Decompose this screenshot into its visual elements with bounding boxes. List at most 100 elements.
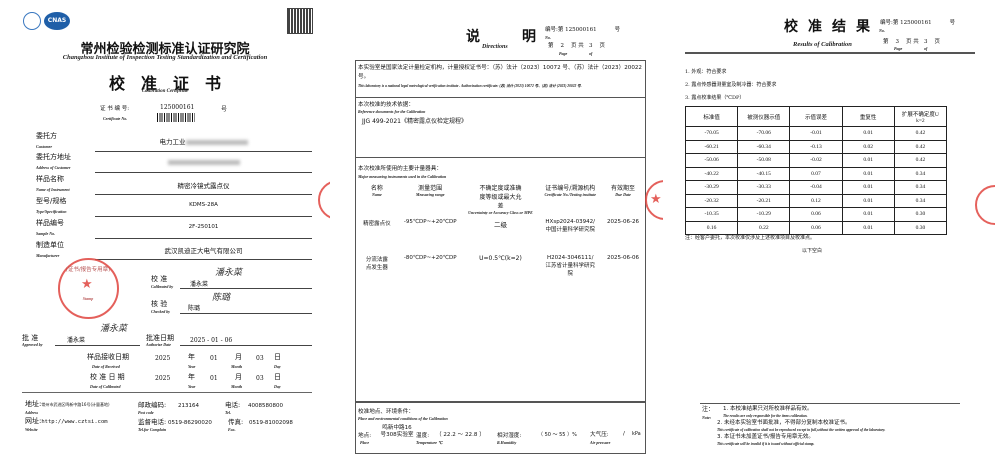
table-cell: -0.13 <box>789 139 843 154</box>
table-cell: 0.01 <box>841 166 895 181</box>
website[interactable]: 网址:http://www.czts​i.com <box>25 416 108 426</box>
address: 地址:常州市武进区鸣新中路16号(计量基地) <box>25 399 110 409</box>
table-cell: 精密露点仪 <box>363 221 391 227</box>
doc-number-label: 编号:第 <box>545 27 564 33</box>
doc-number-value: 125000161 <box>900 20 932 26</box>
auth-date-label: 批准日期 <box>146 334 174 342</box>
lab-authorization-en: This laboratory is a national legal metr… <box>358 84 582 88</box>
temperature-label: 温度: <box>416 433 430 439</box>
doc-number: 编号:第 125000161 号 <box>545 27 620 34</box>
website-label: 网址: <box>25 417 42 425</box>
field-label: 委托方 <box>36 132 57 140</box>
table-cell: 0.01 <box>841 126 895 141</box>
header-cell: 标准值 <box>684 106 739 127</box>
instruments-table: 名称 Name 测量范围 Measuring range 不确定度或准确度等级或最大… <box>358 181 642 279</box>
reference-heading: 本次校准的技术依据： <box>358 102 414 108</box>
page-of-label: 页 共 <box>906 39 919 45</box>
checked-by-label-en: Checked by <box>151 309 170 314</box>
note-item: 2. 未经本实验室书面批准，不得部分复制本校准证书。 <box>717 420 851 426</box>
complaint-phone: 监督电话: 0519-86290020 <box>138 416 212 426</box>
calibrated-date-label-en: Date of Calibrated <box>90 384 121 389</box>
page-current: 3 <box>895 39 900 45</box>
table-cell: -60.34 <box>737 139 791 154</box>
table-cell: U=0.5℃(k=2) <box>479 255 522 262</box>
address-label: 地址: <box>25 400 42 408</box>
table-cell: -40.22 <box>684 166 739 181</box>
table-cell: 0.34 <box>893 193 948 208</box>
table-cell: -0.04 <box>789 180 843 195</box>
checked-by-label: 核 验 <box>151 300 168 308</box>
doc-number-label-en: No. <box>545 35 551 40</box>
official-stamp: (证书/报告专用章) ★ Stamp <box>58 258 119 319</box>
doc-number-label: 编号:第 <box>880 20 899 26</box>
table-cell: -20.32 <box>684 193 739 208</box>
table-cell: -0.01 <box>789 126 843 141</box>
year-label-en: Year <box>188 384 196 389</box>
page-label-en: Page <box>559 51 568 56</box>
field-label: 样品编号 <box>36 219 64 227</box>
table-cell: -70.05 <box>684 126 739 141</box>
calibrated-date-label: 校 准 日 期 <box>90 373 125 381</box>
table-cell: 0.34 <box>893 166 948 181</box>
pressure-value: / <box>623 431 625 437</box>
table-row: -40.22 -40.15 0.07 0.01 0.34 <box>684 166 948 181</box>
page-of-label: 页 共 <box>571 43 584 49</box>
calibrated-by: 潘永菜 <box>190 281 209 288</box>
table-cell: 0.01 <box>841 207 895 222</box>
calibrated-day: 03 <box>256 375 264 382</box>
website-link[interactable]: http://www.czts​i.com <box>41 419 108 425</box>
postcode-label-en: Post code <box>138 410 154 415</box>
table-cell: 0.02 <box>841 139 895 154</box>
redacted-text <box>167 159 240 165</box>
stamp-text: (证书/报告专用章) <box>65 267 111 273</box>
pressure-label-en: Air pressure <box>590 440 611 445</box>
page-title-en: Directions <box>482 44 508 50</box>
page-number: 第 2 页 共 3 页 <box>548 43 605 50</box>
auth-date-label-en: Authorize Date <box>146 342 172 347</box>
field-label-en: Customer <box>36 144 53 149</box>
fax-label-en: Fax. <box>228 427 236 432</box>
website-label-en: Website <box>25 427 38 432</box>
table-cell: 0.16 <box>684 220 739 235</box>
page-total: 3 <box>924 39 928 45</box>
doc-number: 编号:第 125000161 号 <box>880 20 955 27</box>
cnas-logo: CNAS <box>44 12 70 30</box>
approved-by: 潘永菜 <box>67 337 86 344</box>
table-cell: -40.15 <box>737 166 791 181</box>
field-value: 2F-250101 <box>188 224 219 230</box>
tel-label: 电话: <box>225 401 241 409</box>
of-label-en: of <box>589 51 593 56</box>
certificate-title-en: Calibration Certificate <box>141 89 189 94</box>
page-title-en: Results of Calibration <box>793 41 852 48</box>
day-label: 日 <box>274 353 281 361</box>
table-cell: -10.35 <box>684 207 739 222</box>
table-row: -60.21 -60.34 -0.13 0.02 0.42 <box>684 139 948 154</box>
year-label-en: Year <box>188 364 196 369</box>
table-cell: -20.21 <box>737 193 791 208</box>
table-cell: 0.42 <box>893 153 948 168</box>
table-cell: -10.29 <box>737 207 791 222</box>
page-suffix: 页 <box>599 43 606 49</box>
environment-heading-en: Place and environmental conditions of th… <box>358 416 448 421</box>
postcode: 邮政编码: 213164 <box>138 399 199 409</box>
telephone: 电话: 4008580800 <box>225 399 283 409</box>
approved-by-label-en: Approved by <box>22 342 43 347</box>
table-cell: 0.07 <box>789 166 843 181</box>
table-cell: 0.01 <box>841 220 895 235</box>
instruments-heading-en: Major measuring instruments used in the … <box>358 174 447 179</box>
field-label: 型号/规格 <box>36 197 67 205</box>
year-label: 年 <box>188 373 195 381</box>
field-label: 制造单位 <box>36 241 64 249</box>
signature: 陈璐 <box>212 293 231 303</box>
note-item: 3. 本证书未加盖证书/报告专用章无效。 <box>717 434 814 440</box>
stamp-text-en: Stamp <box>82 296 94 301</box>
table-cell: 0.06 <box>789 220 843 235</box>
signature: 潘永菜 <box>100 324 128 334</box>
table-row: 0.16 0.22 0.06 0.01 0.30 <box>684 220 948 235</box>
pressure-label: 大气压: <box>590 432 609 438</box>
table-cell: 0.34 <box>893 180 948 195</box>
doc-number-value: 125000161 <box>565 27 597 33</box>
qr-code <box>287 8 313 34</box>
humidity-value: （ 50 ～ 55 ）% <box>538 432 577 438</box>
received-month: 01 <box>210 355 218 362</box>
